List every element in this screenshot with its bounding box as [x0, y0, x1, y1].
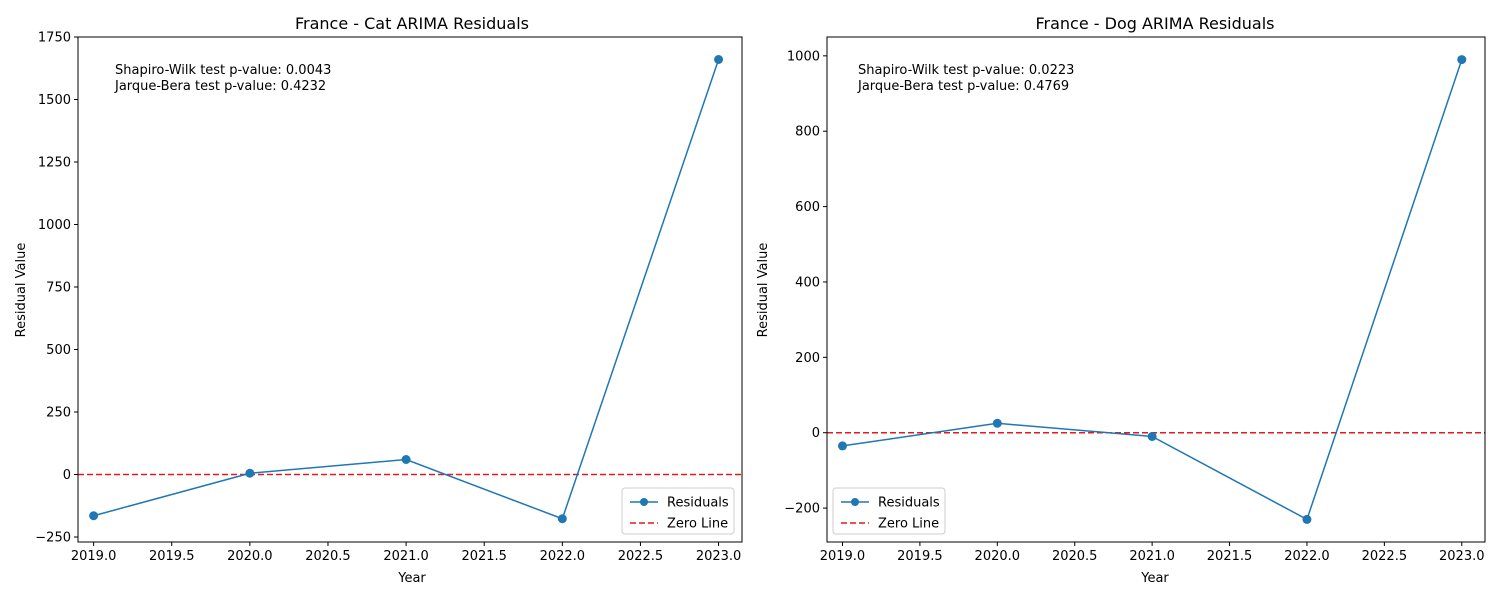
legend-residuals-marker [851, 498, 859, 506]
shapiro-wilk-annotation: Shapiro-Wilk test p-value: 0.0043 [115, 63, 331, 78]
y-tick-label: 1500 [38, 93, 71, 108]
x-tick-label: 2020.5 [305, 549, 351, 564]
plot-frame [826, 36, 1486, 543]
x-tick-label: 2019.5 [897, 549, 943, 564]
y-tick-label: −250 [35, 531, 71, 546]
legend-residuals-label: Residuals [878, 496, 940, 511]
residual-point [1302, 514, 1312, 524]
x-tick-label: 2021.0 [383, 549, 429, 564]
x-tick-label: 2022.0 [1284, 549, 1330, 564]
x-tick-label: 2020.0 [975, 549, 1021, 564]
chart-title: France - Dog ARIMA Residuals [1035, 14, 1274, 33]
y-tick-label: 200 [795, 351, 820, 366]
x-axis-label: Year [1140, 571, 1169, 586]
legend-residuals-label: Residuals [667, 496, 729, 511]
y-tick-label: 1250 [38, 156, 71, 171]
legend-residuals-marker [640, 498, 648, 506]
dog-residuals-chart: France - Dog ARIMA Residuals Year Residu… [756, 14, 1486, 586]
residual-point [992, 418, 1002, 428]
y-tick-label: 0 [63, 468, 71, 483]
y-tick-label: 500 [46, 343, 71, 358]
x-tick-label: 2023.0 [1439, 549, 1485, 564]
y-tick-label: 250 [46, 406, 71, 421]
residual-point [245, 468, 255, 478]
x-tick-label: 2022.5 [618, 549, 664, 564]
x-tick-label: 2019.0 [71, 549, 117, 564]
y-tick-label: −200 [784, 502, 820, 517]
residual-point [1457, 55, 1467, 65]
legend-zero-line-label: Zero Line [667, 517, 728, 532]
y-tick-label: 1000 [38, 218, 71, 233]
cat-residuals-chart: France - Cat ARIMA Residuals Year Residu… [14, 14, 743, 586]
x-tick-label: 2020.5 [1052, 549, 1098, 564]
residual-point [557, 514, 567, 524]
residual-point [837, 441, 847, 451]
residual-point [1147, 431, 1157, 441]
legend-zero-line-label: Zero Line [878, 517, 939, 532]
plot-frame [77, 36, 743, 543]
residual-point [714, 55, 724, 64]
x-tick-label: 2023.0 [696, 549, 742, 564]
x-axis-label: Year [397, 571, 426, 586]
x-tick-label: 2022.5 [1362, 549, 1408, 564]
residuals-line [842, 59, 1463, 521]
residual-point [401, 455, 411, 464]
y-tick-label: 0 [812, 426, 820, 441]
y-axis-label: Residual Value [14, 243, 29, 338]
y-tick-label: 1000 [787, 49, 820, 64]
y-axis-label: Residual Value [756, 243, 771, 338]
chart-title: France - Cat ARIMA Residuals [295, 14, 529, 33]
x-tick-label: 2021.0 [1129, 549, 1175, 564]
residuals-line [93, 59, 720, 520]
jarque-bera-annotation: Jarque-Bera test p-value: 0.4769 [857, 79, 1069, 94]
y-tick-label: 600 [795, 200, 820, 215]
y-tick-label: 400 [795, 275, 820, 290]
y-tick-label: 750 [46, 281, 71, 296]
legend: Residuals Zero Line [621, 487, 735, 535]
x-tick-label: 2021.5 [461, 549, 507, 564]
y-tick-label: 1750 [38, 31, 71, 46]
x-tick-label: 2020.0 [227, 549, 273, 564]
y-tick-label: 800 [795, 125, 820, 140]
shapiro-wilk-annotation: Shapiro-Wilk test p-value: 0.0223 [858, 63, 1074, 78]
x-tick-label: 2021.5 [1207, 549, 1253, 564]
x-tick-label: 2019.0 [820, 549, 866, 564]
legend: Residuals Zero Line [832, 487, 946, 535]
jarque-bera-annotation: Jarque-Bera test p-value: 0.4232 [114, 79, 326, 94]
x-tick-label: 2022.0 [540, 549, 586, 564]
residual-point [89, 511, 99, 521]
x-tick-label: 2019.5 [149, 549, 195, 564]
